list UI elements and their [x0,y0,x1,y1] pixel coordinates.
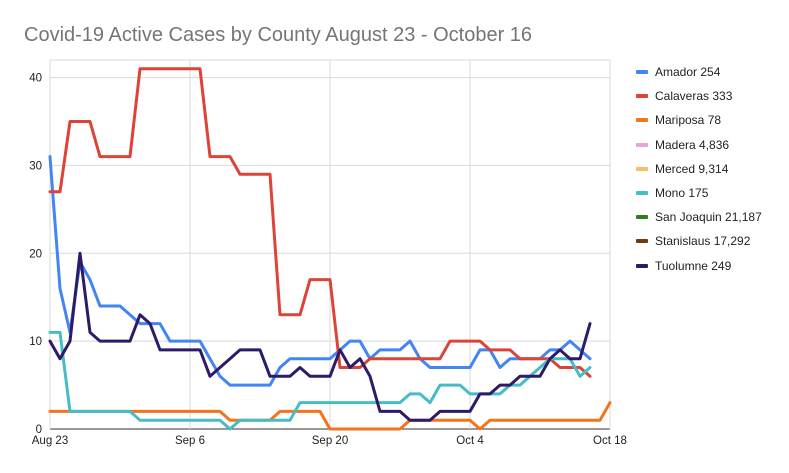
legend-swatch [636,94,648,99]
legend-label: Calaveras 333 [655,89,733,104]
x-tick-label: Sep 6 [175,435,205,447]
legend-item: Madera 4,836 [636,133,762,157]
series-line [48,155,592,387]
legend-swatch [636,142,648,147]
legend-label: San Joaquin 21,187 [655,210,762,225]
legend-item: Amador 254 [636,60,762,84]
legend-swatch [636,70,648,75]
legend-label: Mariposa 78 [655,113,722,128]
y-tick-label: 0 [36,424,42,436]
legend-item: Stanislaus 17,292 [636,229,762,253]
legend-item: Calaveras 333 [636,84,762,108]
y-tick-label: 20 [29,248,42,260]
legend-label: Madera 4,836 [655,137,730,152]
legend-item: Tuolumne 249 [636,254,762,278]
legend-swatch [636,215,648,220]
x-axis-ticks: Aug 23 Sep 6 Sep 20 Oct 4 Oct 18 [32,435,627,447]
legend-item: Mono 175 [636,181,762,205]
legend-item: San Joaquin 21,187 [636,205,762,229]
series-line [48,401,612,431]
series-line [48,251,592,422]
legend: Amador 254 Calaveras 333 Mariposa 78 Madera… [636,60,762,278]
x-tick-label: Oct 4 [456,435,484,447]
series-line [48,330,592,431]
x-tick-label: Oct 18 [593,435,627,447]
legend-swatch [636,191,648,196]
y-tick-label: 40 [29,73,42,85]
legend-label: Stanislaus 17,292 [655,234,751,249]
legend-swatch [636,239,648,244]
legend-swatch [636,166,648,171]
legend-label: Mono 175 [655,186,709,201]
y-tick-label: 10 [29,336,42,348]
legend-label: Merced 9,314 [655,161,729,176]
y-tick-label: 30 [29,160,42,172]
series-lines [48,67,612,431]
x-tick-label: Aug 23 [32,435,68,447]
legend-item: Merced 9,314 [636,157,762,181]
legend-swatch [636,263,648,268]
legend-label: Tuolumne 249 [655,258,732,273]
legend-item: Mariposa 78 [636,108,762,132]
x-tick-label: Sep 20 [312,435,348,447]
y-axis-ticks: 0 10 20 30 40 [29,73,42,436]
legend-swatch [636,118,648,123]
series-line [48,67,592,378]
chart-title: Covid-19 Active Cases by County August 2… [24,24,533,46]
legend-label: Amador 254 [655,65,721,80]
